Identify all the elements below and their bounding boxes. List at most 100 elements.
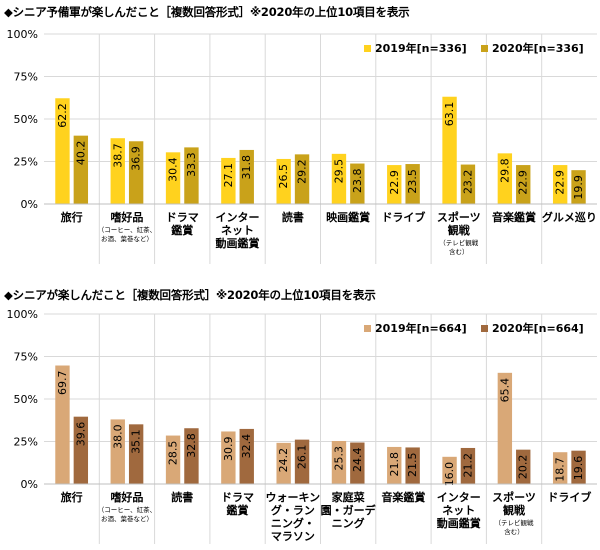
bar-value-label: 23.8 xyxy=(351,169,364,194)
bar xyxy=(497,372,513,484)
bar xyxy=(460,447,476,484)
bar xyxy=(221,431,236,484)
bar xyxy=(239,428,254,484)
bar-value-label: 29.2 xyxy=(296,159,309,184)
bar xyxy=(571,450,586,484)
bar-value-label: 23.2 xyxy=(461,170,474,195)
y-tick-label: 0% xyxy=(21,198,38,211)
bar-value-label: 20.2 xyxy=(517,455,530,480)
x-tick-note: お酒、葉巻など） xyxy=(101,514,153,523)
x-tick-note: （コーヒー、紅茶、 xyxy=(98,225,156,234)
x-tick-label: スポーツ xyxy=(492,490,536,504)
x-tick-note: （テレビ観戦 xyxy=(495,518,535,527)
bar xyxy=(442,96,457,204)
bar xyxy=(276,442,291,484)
bar xyxy=(73,135,89,204)
legend-swatch xyxy=(481,325,488,332)
bar xyxy=(55,365,70,484)
bar-value-label: 29.5 xyxy=(332,159,345,184)
bar-value-label: 26.1 xyxy=(296,445,309,470)
x-tick-note: 含む） xyxy=(449,247,469,256)
x-tick-label: ドラマ xyxy=(166,211,199,224)
legend-label: 2019年[n=664] xyxy=(375,321,467,335)
bar xyxy=(552,165,568,204)
bar-value-label: 25.3 xyxy=(332,446,345,471)
bar xyxy=(110,138,125,204)
bar-value-label: 38.7 xyxy=(111,143,124,168)
y-tick-label: 100% xyxy=(7,308,38,321)
x-tick-label: ニング xyxy=(332,516,365,530)
bar-value-label: 39.6 xyxy=(74,422,87,447)
bar xyxy=(184,428,199,484)
x-tick-label: 音楽鑑賞 xyxy=(381,490,425,504)
bar xyxy=(331,440,347,484)
bar-value-label: 21.5 xyxy=(406,452,419,477)
y-tick-label: 75% xyxy=(14,351,38,364)
bar xyxy=(239,149,254,204)
bar xyxy=(294,439,310,484)
x-tick-label: ドライブ xyxy=(381,210,425,224)
bar-value-label: 18.7 xyxy=(554,457,567,482)
y-tick-label: 75% xyxy=(14,71,38,84)
legend-label: 2020年[n=336] xyxy=(492,41,584,55)
bar-value-label: 24.4 xyxy=(351,448,364,473)
bar xyxy=(405,164,420,204)
bar-value-label: 22.9 xyxy=(554,170,567,195)
bar-value-label: 30.4 xyxy=(167,157,180,182)
bar-value-label: 31.8 xyxy=(240,155,253,180)
bar xyxy=(571,170,586,204)
bar-value-label: 32.4 xyxy=(240,434,253,459)
x-tick-label: 嗜好品 xyxy=(110,210,143,224)
x-tick-label: 家庭菜 xyxy=(332,490,366,504)
bar xyxy=(350,442,365,484)
bar-value-label: 19.6 xyxy=(572,456,585,481)
bar-value-label: 62.2 xyxy=(56,103,69,128)
bar-value-label: 40.2 xyxy=(74,141,87,166)
x-tick-label: インター xyxy=(437,491,481,504)
bar xyxy=(516,165,531,204)
x-tick-label: 音楽鑑賞 xyxy=(492,210,536,224)
x-tick-label: 動画鑑賞 xyxy=(437,516,481,530)
x-tick-label: 観戦 xyxy=(448,223,471,237)
x-tick-note: お酒、葉巻など） xyxy=(101,234,153,243)
bar-value-label: 35.1 xyxy=(130,429,143,454)
x-tick-label: グルメ巡り xyxy=(542,210,597,224)
bar xyxy=(294,154,310,204)
bar-value-label: 63.1 xyxy=(443,102,456,127)
bar xyxy=(276,158,291,204)
legend-swatch xyxy=(364,45,371,52)
x-tick-label: ネット xyxy=(221,224,254,237)
bar xyxy=(497,153,513,204)
legend-swatch xyxy=(481,45,488,52)
bar-value-label: 65.4 xyxy=(498,378,511,403)
x-tick-label: マラソン xyxy=(271,530,315,543)
y-tick-label: 100% xyxy=(7,28,38,41)
bar-value-label: 21.8 xyxy=(388,452,401,477)
x-tick-label: インター xyxy=(216,211,260,224)
bar xyxy=(516,449,531,484)
bar-value-label: 23.5 xyxy=(406,169,419,194)
x-tick-label: 旅行 xyxy=(61,210,83,224)
bar xyxy=(128,141,144,204)
x-tick-label: 読書 xyxy=(282,210,304,224)
bar-value-label: 38.0 xyxy=(111,424,124,449)
x-tick-label: 観戦 xyxy=(503,503,526,517)
bar xyxy=(184,147,199,204)
legend-swatch xyxy=(364,325,371,332)
x-tick-label: 動画鑑賞 xyxy=(216,236,260,250)
chart-title: ◆シニア予備軍が楽しんだこと［複数回答形式］※2020年の上位10項目を表示 xyxy=(4,5,410,19)
y-tick-label: 25% xyxy=(14,156,38,169)
legend-label: 2020年[n=664] xyxy=(492,321,584,335)
bar xyxy=(331,153,347,204)
y-tick-label: 50% xyxy=(14,113,38,126)
legend-label: 2019年[n=336] xyxy=(375,41,467,55)
bar-value-label: 24.2 xyxy=(277,448,290,473)
x-tick-label: ネット xyxy=(442,504,475,517)
bar xyxy=(552,452,568,484)
bar-value-label: 36.9 xyxy=(130,146,143,171)
y-tick-label: 50% xyxy=(14,393,38,406)
bar-value-label: 22.9 xyxy=(517,170,530,195)
bar xyxy=(350,163,365,204)
